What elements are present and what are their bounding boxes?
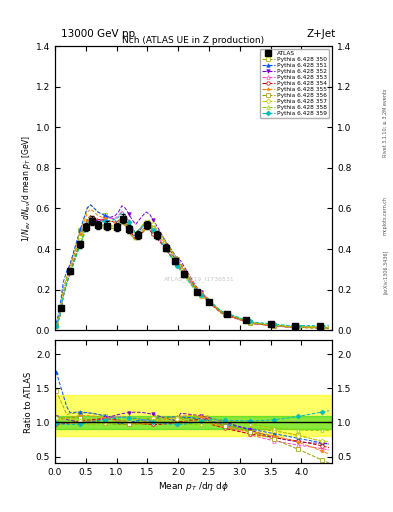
Text: [arXiv:1306.3436]: [arXiv:1306.3436] — [383, 249, 387, 293]
Text: ATLAS_2019_I1736531: ATLAS_2019_I1736531 — [164, 276, 235, 282]
X-axis label: Mean $p_T$ /d$\eta$ d$\phi$: Mean $p_T$ /d$\eta$ d$\phi$ — [158, 480, 229, 493]
Text: Rivet 3.1.10; ≥ 3.2M events: Rivet 3.1.10; ≥ 3.2M events — [383, 89, 387, 157]
Text: mcplots.cern.ch: mcplots.cern.ch — [383, 196, 387, 234]
Y-axis label: $1/N_{ev}$ $dN_{ev}$/d mean $p_T$ [GeV]: $1/N_{ev}$ $dN_{ev}$/d mean $p_T$ [GeV] — [20, 135, 33, 242]
Bar — [55, 395, 332, 436]
Title: Nch (ATLAS UE in Z production): Nch (ATLAS UE in Z production) — [123, 36, 264, 45]
Legend: ATLAS, Pythia 6.428 350, Pythia 6.428 351, Pythia 6.428 352, Pythia 6.428 353, P: ATLAS, Pythia 6.428 350, Pythia 6.428 35… — [260, 49, 329, 118]
Text: 13000 GeV pp: 13000 GeV pp — [61, 29, 135, 39]
Bar — [55, 416, 332, 429]
Text: Z+Jet: Z+Jet — [307, 29, 336, 39]
Y-axis label: Ratio to ATLAS: Ratio to ATLAS — [24, 371, 33, 433]
